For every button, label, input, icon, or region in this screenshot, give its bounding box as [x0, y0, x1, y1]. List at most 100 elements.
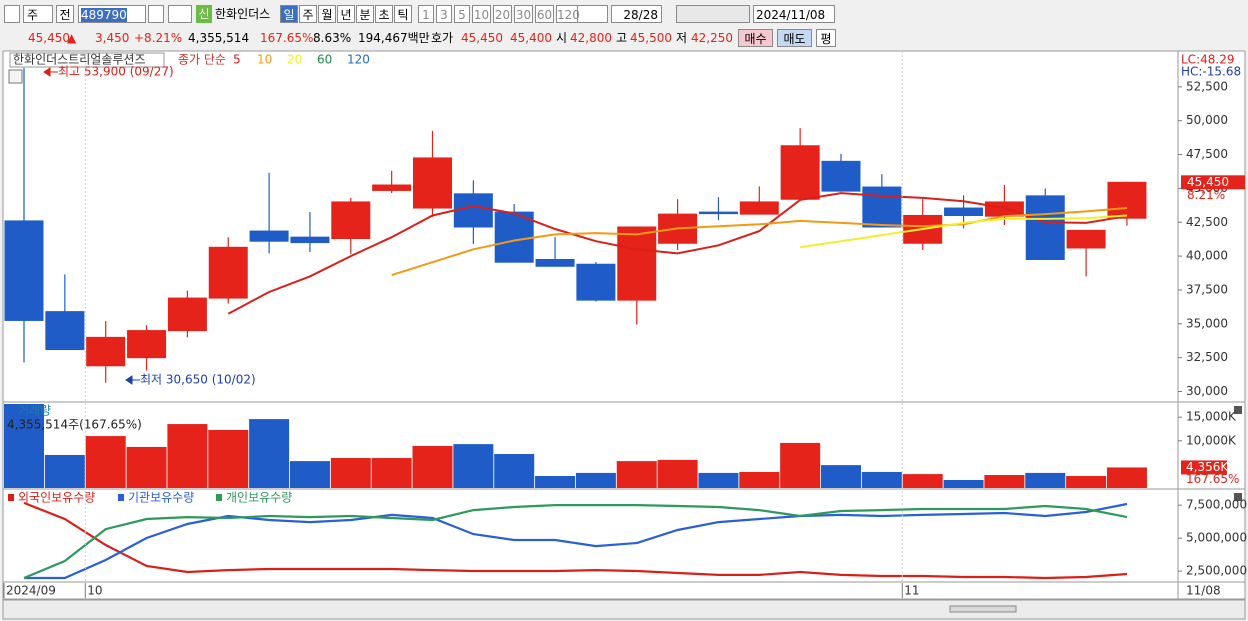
candle-body — [331, 201, 371, 240]
period-button[interactable]: 년 — [337, 5, 355, 23]
period-button[interactable]: 분 — [356, 5, 374, 23]
volume-tag-pct: 167.65% — [1186, 472, 1239, 486]
market-select[interactable]: 주 — [23, 5, 53, 23]
interval-button[interactable]: 120 — [556, 5, 580, 23]
candle-body — [290, 236, 330, 244]
candle-body — [1107, 181, 1147, 219]
prev-button[interactable]: 전 — [56, 5, 74, 23]
panel-title: 거래량 — [18, 404, 51, 418]
panel-icon[interactable] — [1234, 493, 1242, 501]
candle-body — [821, 160, 861, 192]
annotation: 최저 30,650 (10/02) — [140, 373, 256, 387]
volume-bar — [453, 444, 494, 488]
legend-label: 종가 단순 — [178, 53, 226, 67]
volume-bar — [371, 458, 412, 488]
candle-body — [494, 211, 534, 263]
code-text: 489790 — [81, 8, 127, 22]
y-tick-label: 47,500 — [1186, 147, 1228, 161]
candle-body — [862, 186, 902, 228]
interval-button[interactable]: 5 — [454, 5, 470, 23]
change: 3,450 — [95, 31, 130, 45]
price-tag-pct: 8.21% — [1187, 188, 1225, 202]
x-tick-label: 11 — [904, 584, 919, 598]
scrollbar[interactable] — [2, 599, 1246, 620]
legend-item: 20 — [287, 53, 302, 67]
series-line — [23, 504, 1128, 580]
series-line — [24, 502, 1128, 580]
interval-button[interactable]: 1 — [418, 5, 434, 23]
panel-icon[interactable] — [1234, 406, 1242, 414]
code-input[interactable]: 489790 — [78, 5, 146, 23]
series-line — [23, 501, 1128, 580]
candle-body — [413, 157, 452, 209]
volume-tag — [1181, 460, 1227, 475]
interval-button[interactable]: 20 — [493, 5, 512, 23]
hc-label: HC:-15.68 — [1181, 65, 1241, 79]
candle-body — [780, 145, 820, 200]
volume-bar — [249, 419, 290, 488]
volume-bar — [780, 442, 821, 488]
y-tick-label: 7,500,000 — [1186, 498, 1247, 512]
interval-button[interactable]: 10 — [472, 5, 491, 23]
period-button[interactable]: 틱 — [394, 5, 412, 23]
period-button[interactable]: 월 — [318, 5, 336, 23]
scroll-thumb[interactable] — [949, 605, 1017, 613]
ma-line — [391, 207, 1128, 277]
candle-body — [127, 330, 167, 359]
legend-marker — [118, 494, 124, 501]
badge: 신 — [196, 5, 212, 23]
volume-bar — [535, 475, 576, 488]
interval-button[interactable]: 60 — [535, 5, 554, 23]
change-pct: +8.21% — [134, 31, 183, 45]
y-tick-label: 42,500 — [1186, 215, 1228, 229]
interval-button[interactable]: 30 — [514, 5, 533, 23]
low-arrow — [125, 375, 140, 385]
table-icon[interactable] — [8, 69, 23, 84]
buy-button[interactable]: 매수 — [738, 29, 773, 47]
date-input[interactable]: 2024/11/08 — [753, 5, 835, 23]
count-box: 28/28 — [611, 5, 662, 23]
sound-button[interactable] — [168, 5, 192, 23]
candle-body — [453, 193, 493, 228]
period-button[interactable]: 주 — [299, 5, 317, 23]
legend-item: 60 — [317, 53, 332, 67]
price-tag-label: 45,450 — [1187, 175, 1229, 189]
candle-body — [617, 226, 657, 301]
open-label: 시 — [556, 31, 568, 45]
volume-tag-label: 4,356K — [1186, 460, 1229, 474]
legend-item: 개인보유수량 — [226, 491, 292, 505]
eval-button[interactable]: 평 — [816, 29, 836, 47]
candle-body — [576, 263, 616, 301]
y-tick-label: 52,500 — [1186, 79, 1228, 93]
candle-body — [86, 336, 126, 367]
sell-button[interactable]: 매도 — [777, 29, 812, 47]
volume-bar — [167, 424, 208, 488]
candle-body — [944, 207, 984, 216]
legend-item: 외국인보유수량 — [18, 491, 95, 505]
candle-body — [1066, 229, 1106, 249]
volume-bar — [984, 475, 1025, 488]
candle-body — [45, 311, 85, 351]
tool-icons[interactable] — [676, 5, 750, 23]
lc-label: LC:48.29 — [1181, 53, 1234, 67]
volume-bar — [4, 404, 44, 488]
period-button[interactable]: 일 — [280, 5, 298, 23]
interval-button[interactable]: 3 — [436, 5, 452, 23]
volume-bar — [412, 446, 453, 488]
y-tick-label: 15,000K — [1186, 410, 1237, 424]
menu-icon[interactable] — [4, 5, 20, 23]
search-button[interactable] — [148, 5, 164, 23]
candle-body — [739, 201, 779, 215]
candle-body — [372, 184, 412, 191]
low: 42,250 — [691, 31, 733, 45]
high: 45,500 — [630, 31, 672, 45]
volume-bar — [861, 471, 902, 488]
period-button[interactable]: 초 — [375, 5, 393, 23]
y-tick-label: 40,000 — [1186, 249, 1228, 263]
volume-bar — [821, 465, 861, 488]
y-tick-label: 35,000 — [1186, 316, 1228, 330]
amount: 194,467백만 — [358, 31, 430, 45]
candle-body — [1025, 195, 1065, 260]
